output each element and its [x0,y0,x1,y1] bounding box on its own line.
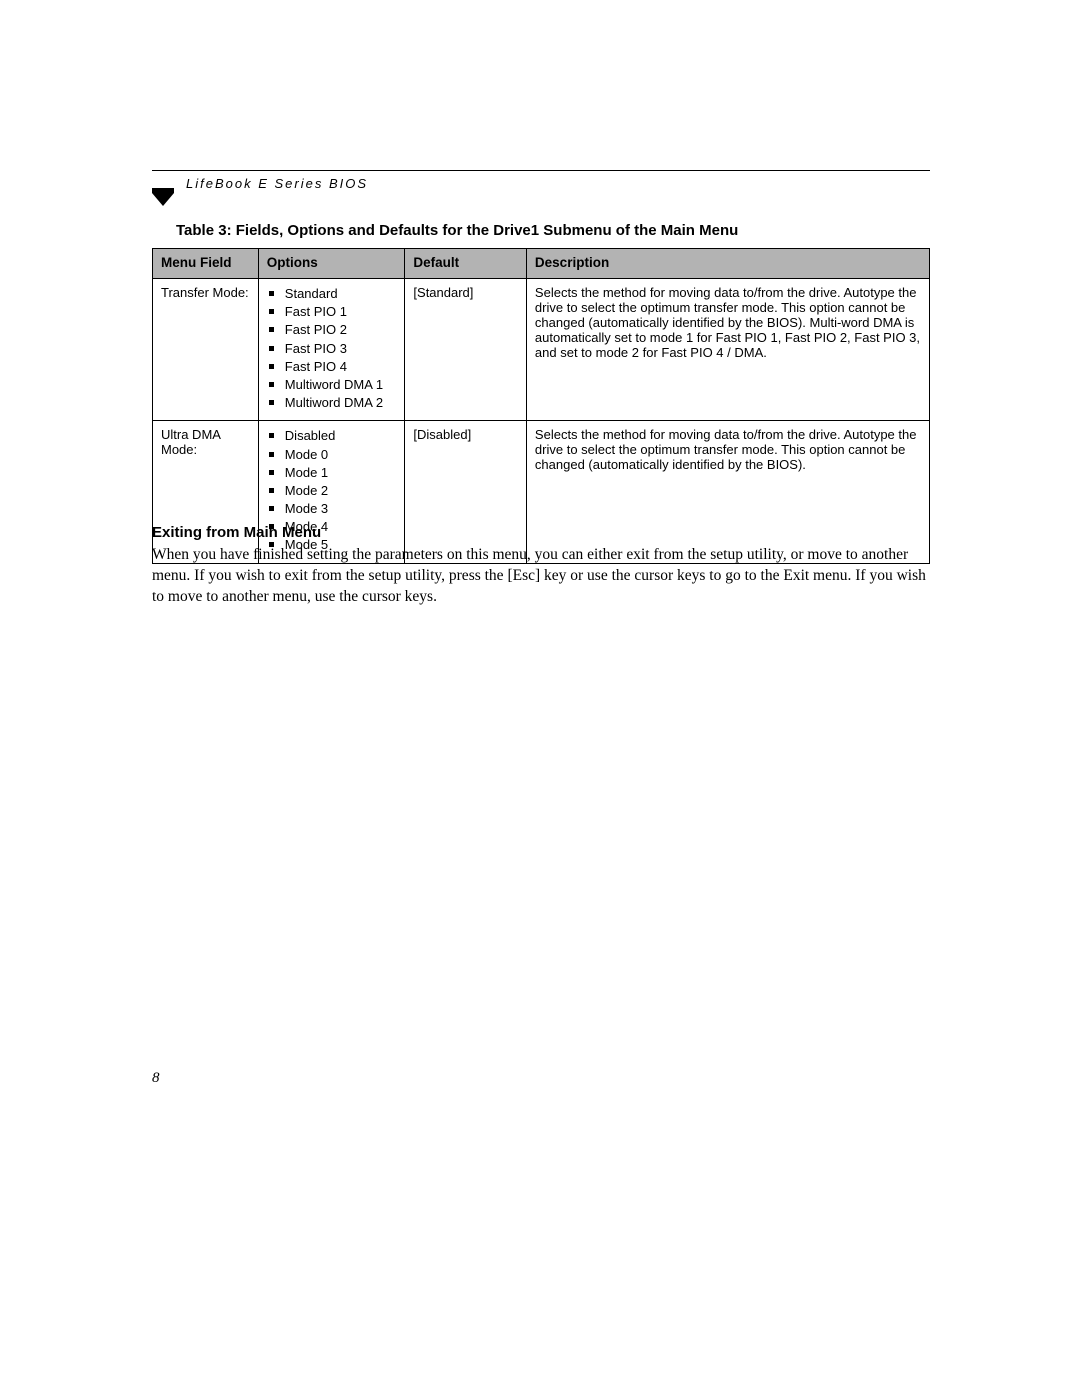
option-item: Fast PIO 3 [281,340,397,358]
cell-description: Selects the method for moving data to/fr… [526,279,929,421]
cell-description: Selects the method for moving data to/fr… [526,421,929,563]
page-number: 8 [152,1070,160,1087]
option-item: Fast PIO 4 [281,358,397,376]
cell-default: [Standard] [405,279,527,421]
option-item: Mode 1 [281,464,397,482]
table-caption: Table 3: Fields, Options and Defaults fo… [176,222,930,239]
header-pointer-icon [152,188,176,206]
table-row: Ultra DMA Mode: Disabled Mode 0 Mode 1 M… [153,421,930,563]
option-item: Mode 0 [281,446,397,464]
section-heading: Exiting from Main Menu [152,524,321,541]
header-rule [152,170,930,171]
table-header-row: Menu Field Options Default Description [153,249,930,279]
cell-default: [Disabled] [405,421,527,563]
cell-menu-field: Transfer Mode: [153,279,259,421]
cell-menu-field: Ultra DMA Mode: [153,421,259,563]
option-item: Standard [281,285,397,303]
option-item: Fast PIO 2 [281,321,397,339]
option-item: Mode 3 [281,500,397,518]
col-header-menu-field: Menu Field [153,249,259,279]
option-item: Disabled [281,427,397,445]
option-item: Multiword DMA 1 [281,376,397,394]
option-item: Multiword DMA 2 [281,394,397,412]
col-header-description: Description [526,249,929,279]
table-row: Transfer Mode: Standard Fast PIO 1 Fast … [153,279,930,421]
section-body: When you have finished setting the param… [152,545,930,608]
option-item: Mode 2 [281,482,397,500]
options-list: Standard Fast PIO 1 Fast PIO 2 Fast PIO … [267,285,397,412]
option-item: Fast PIO 1 [281,303,397,321]
running-head: LifeBook E Series BIOS [186,176,368,191]
col-header-options: Options [258,249,405,279]
bios-options-table: Menu Field Options Default Description T… [152,248,930,564]
page: LifeBook E Series BIOS Table 3: Fields, … [0,0,1080,1397]
cell-options: Standard Fast PIO 1 Fast PIO 2 Fast PIO … [258,279,405,421]
cell-options: Disabled Mode 0 Mode 1 Mode 2 Mode 3 Mod… [258,421,405,563]
col-header-default: Default [405,249,527,279]
